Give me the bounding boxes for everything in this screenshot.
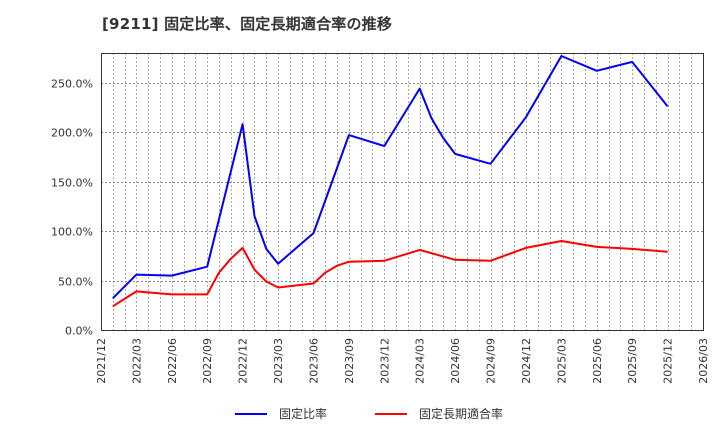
- legend: 固定比率 固定長期適合率: [0, 405, 720, 422]
- y-tick-label: 200.0%: [51, 127, 93, 140]
- y-tick-label: 50.0%: [58, 276, 93, 289]
- x-tick-label: 2025/06: [591, 338, 604, 384]
- y-tick-label: 0.0%: [65, 325, 93, 338]
- x-tick-label: 2024/06: [449, 338, 462, 384]
- legend-swatch-blue-line-icon: [234, 412, 267, 415]
- x-tick-label: 2025/12: [662, 338, 675, 384]
- legend-item-fixed-long-term-ratio: 固定長期適合率: [375, 405, 503, 422]
- y-tick-label: 100.0%: [51, 226, 93, 239]
- x-tick-label: 2024/09: [485, 338, 498, 384]
- y-tick-label: 150.0%: [51, 177, 93, 190]
- chart-title: [9211] 固定比率、固定長期適合率の推移: [102, 15, 393, 33]
- x-tick-label: 2025/09: [626, 338, 639, 384]
- legend-swatch-red-line-icon: [375, 412, 407, 415]
- plot-border: [101, 53, 704, 331]
- x-tick-label: 2026/03: [697, 338, 710, 384]
- y-tick-label: 250.0%: [51, 78, 93, 91]
- legend-label: 固定長期適合率: [419, 407, 504, 421]
- x-tick-label: 2023/06: [307, 338, 320, 384]
- x-tick-label: 2022/09: [201, 338, 214, 384]
- x-tick-label: 2025/03: [555, 338, 568, 384]
- series-fixed-ratio-line: [112, 55, 669, 300]
- x-tick-label: 2022/06: [166, 338, 179, 384]
- y-axis-ticks: 0.0% 50.0% 100.0% 150.0% 200.0% 250.0%: [51, 78, 93, 338]
- legend-label: 固定比率: [278, 407, 327, 421]
- x-tick-label: 2021/12: [95, 338, 108, 384]
- grid-lines: [101, 53, 703, 330]
- data-series: [112, 55, 669, 308]
- series-fixed-long-term-ratio-line: [112, 240, 668, 308]
- plot-frame: [101, 53, 704, 331]
- x-tick-label: 2024/03: [414, 338, 427, 384]
- x-tick-label: 2024/12: [520, 338, 533, 384]
- x-tick-label: 2023/03: [272, 338, 285, 384]
- x-tick-label: 2023/09: [343, 338, 356, 384]
- x-tick-label: 2022/12: [237, 338, 250, 384]
- x-axis-ticks: 2021/12 2022/03 2022/06 2022/09 2022/12 2023/…: [95, 338, 710, 384]
- x-tick-label: 2022/03: [130, 338, 143, 384]
- legend-item-fixed-ratio: 固定比率: [234, 405, 327, 422]
- x-tick-label: 2023/12: [378, 338, 391, 384]
